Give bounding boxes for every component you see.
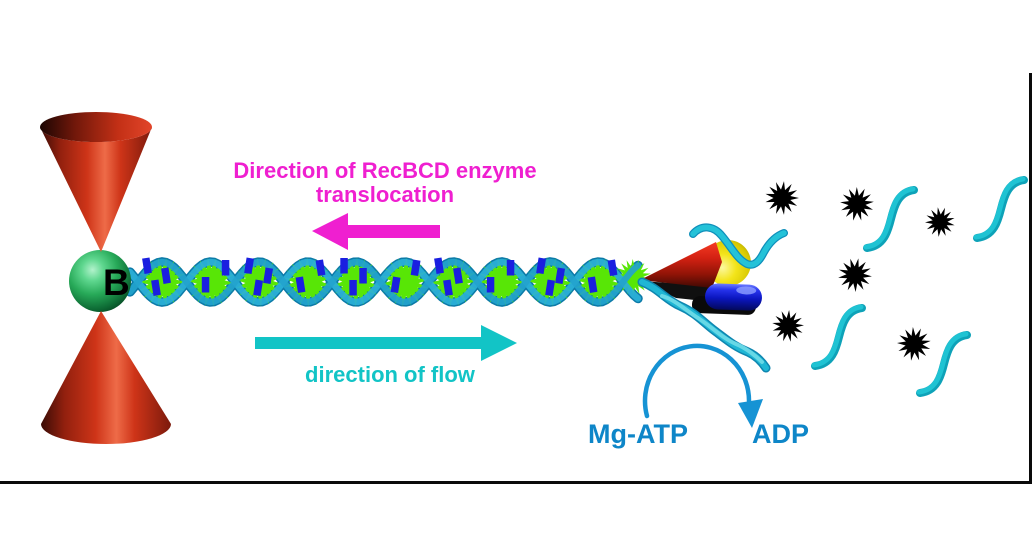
intercalated-dye-icon <box>315 259 326 276</box>
intercalated-dye-icon <box>607 259 618 276</box>
dna-helix-icon <box>125 257 651 307</box>
translocation-label-line1: Direction of RecBCD enzyme <box>233 158 537 183</box>
intercalated-dye-icon <box>221 260 230 276</box>
intercalated-dye-icon <box>263 267 274 285</box>
translocation-label-line2: translocation <box>315 182 455 207</box>
enzyme-blue-subunit <box>705 283 762 311</box>
frame-border-bottom <box>0 481 1032 484</box>
optical-trap-icon <box>40 112 171 444</box>
intercalated-dye-icon <box>390 276 401 294</box>
ssdna-segment-icon <box>973 176 1026 240</box>
trap-lower-cone <box>41 311 171 444</box>
arc-curve <box>642 343 752 419</box>
enzyme-blue-highlight <box>736 286 757 295</box>
enzyme-red-cone <box>640 242 722 288</box>
unwound-ssdna-strands <box>637 223 788 373</box>
intercalated-dye-icon <box>545 279 556 297</box>
flow-arrow-icon <box>255 325 517 361</box>
trap-upper-opening <box>40 112 152 142</box>
intercalated-dye-icon <box>506 260 515 276</box>
intercalated-dye-icon <box>349 280 357 296</box>
intercalated-dye-icon <box>443 279 453 296</box>
translocation-label: Direction of RecBCD enzyme translocation <box>225 159 545 207</box>
fluorophore-starburst-icon <box>772 310 804 342</box>
released-fluorophores <box>765 181 955 361</box>
ssdna-loop-strand <box>690 224 787 268</box>
translocation-arrow-icon <box>312 213 440 250</box>
intercalated-dye-icon <box>410 259 421 277</box>
recbcd-enzyme-icon <box>640 240 762 315</box>
bead-label: B <box>103 262 130 303</box>
intercalated-dye-icon <box>340 258 348 274</box>
fluorophore-starburst-icon <box>925 207 955 237</box>
intercalated-dye-icon <box>359 268 367 284</box>
intercalated-dye-icon <box>587 276 598 293</box>
intercalated-dye-icon <box>161 267 171 284</box>
intercalated-dye-icon <box>486 277 495 293</box>
fluorophore-starburst-icon <box>840 187 874 221</box>
mg-atp-label: Mg-ATP <box>588 419 688 449</box>
helix-strand <box>126 258 642 306</box>
fluorophore-starburst-icon <box>838 258 872 292</box>
bead-icon <box>69 250 131 312</box>
adp-label: ADP <box>752 419 810 449</box>
arc-arrowhead-icon <box>738 399 763 428</box>
frame-border-right <box>1029 73 1032 484</box>
intercalated-dye-icon <box>434 257 444 274</box>
intercalated-dye-icon <box>555 267 566 285</box>
intercalated-dye-icon <box>244 257 255 275</box>
trap-upper-cone <box>40 127 152 252</box>
intercalated-dye-icon <box>536 257 547 275</box>
flow-direction-label: direction of flow <box>305 362 475 387</box>
ssdna-segment-icon <box>811 304 864 368</box>
ssdna-trail-strand2 <box>660 294 764 364</box>
ssdna-segment-icon <box>863 186 916 250</box>
ssdna-segment-icon <box>916 331 969 395</box>
intercalated-dye-icon <box>453 267 463 284</box>
helix-strand <box>126 258 642 306</box>
atp-hydrolysis-arc-icon <box>642 343 763 428</box>
intercalated-dye-icon <box>253 279 264 297</box>
intercalated-dye-icon <box>151 279 161 296</box>
ssdna-fragments <box>811 176 1028 397</box>
intercalated-dye-icon <box>142 257 152 274</box>
intercalated-dye-icon <box>201 277 210 293</box>
fluorophore-starburst-icon <box>765 181 799 215</box>
intercalated-dye-icon <box>295 276 306 293</box>
fluorophore-starburst-icon <box>897 327 931 361</box>
